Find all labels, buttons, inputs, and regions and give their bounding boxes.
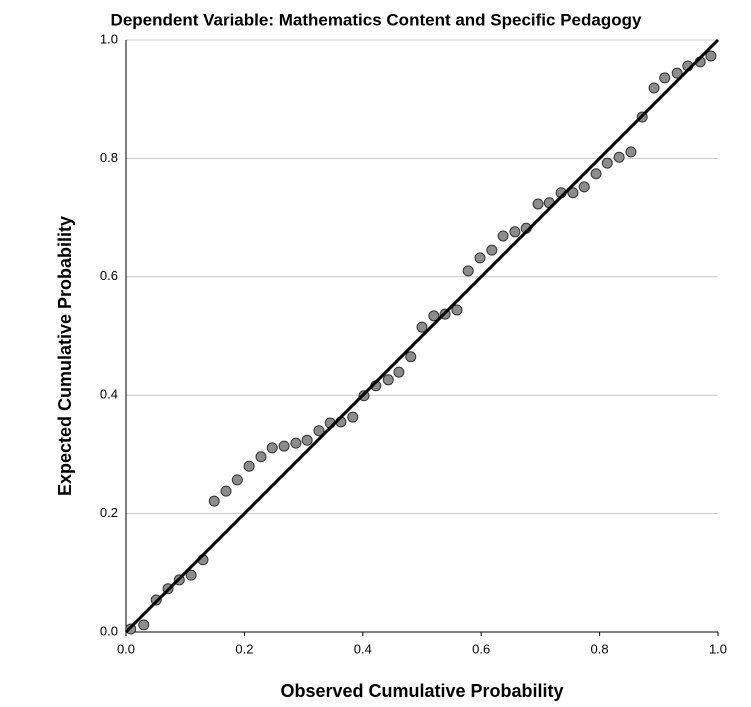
point [474,252,486,264]
point [578,181,590,193]
point [671,67,683,79]
y-tick-label: 0.8 [100,150,118,165]
y-axis-label: Expected Cumulative Probability [55,216,75,496]
point [497,230,509,242]
point [231,474,243,486]
chart-title: Dependent Variable: Mathematics Content … [111,10,642,29]
point [462,265,474,277]
point [185,569,197,581]
point [405,351,417,363]
point [301,434,313,446]
point [613,151,625,163]
x-tick-label: 0.8 [591,641,609,656]
point [601,157,613,169]
point [313,425,325,437]
point [347,411,359,423]
point [266,442,278,454]
y-tick-label: 0.0 [100,623,118,638]
point [567,187,579,199]
point [416,321,428,333]
y-tick-label: 0.4 [100,387,118,402]
point [393,366,405,378]
point [625,146,637,158]
point [255,451,267,463]
point [138,619,150,631]
y-tick-label: 0.2 [100,505,118,520]
y-tick-label: 0.6 [100,268,118,283]
point [705,50,717,62]
point [382,374,394,386]
x-tick-label: 0.6 [472,641,490,656]
x-tick-label: 1.0 [709,641,727,656]
point [220,485,232,497]
point [486,244,498,256]
x-tick-label: 0.0 [117,641,135,656]
point [208,495,220,507]
point [590,168,602,180]
point [290,437,302,449]
point [428,310,440,322]
point [451,304,463,316]
reference-line [124,38,720,634]
x-tick-label: 0.2 [235,641,253,656]
point [648,82,660,94]
x-tick-label: 0.4 [354,641,372,656]
point [659,72,671,84]
point [532,198,544,210]
point [243,460,255,472]
y-tick-label: 1.0 [100,31,118,46]
point [278,440,290,452]
point [509,226,521,238]
x-axis-label: Observed Cumulative Probability [280,681,563,701]
